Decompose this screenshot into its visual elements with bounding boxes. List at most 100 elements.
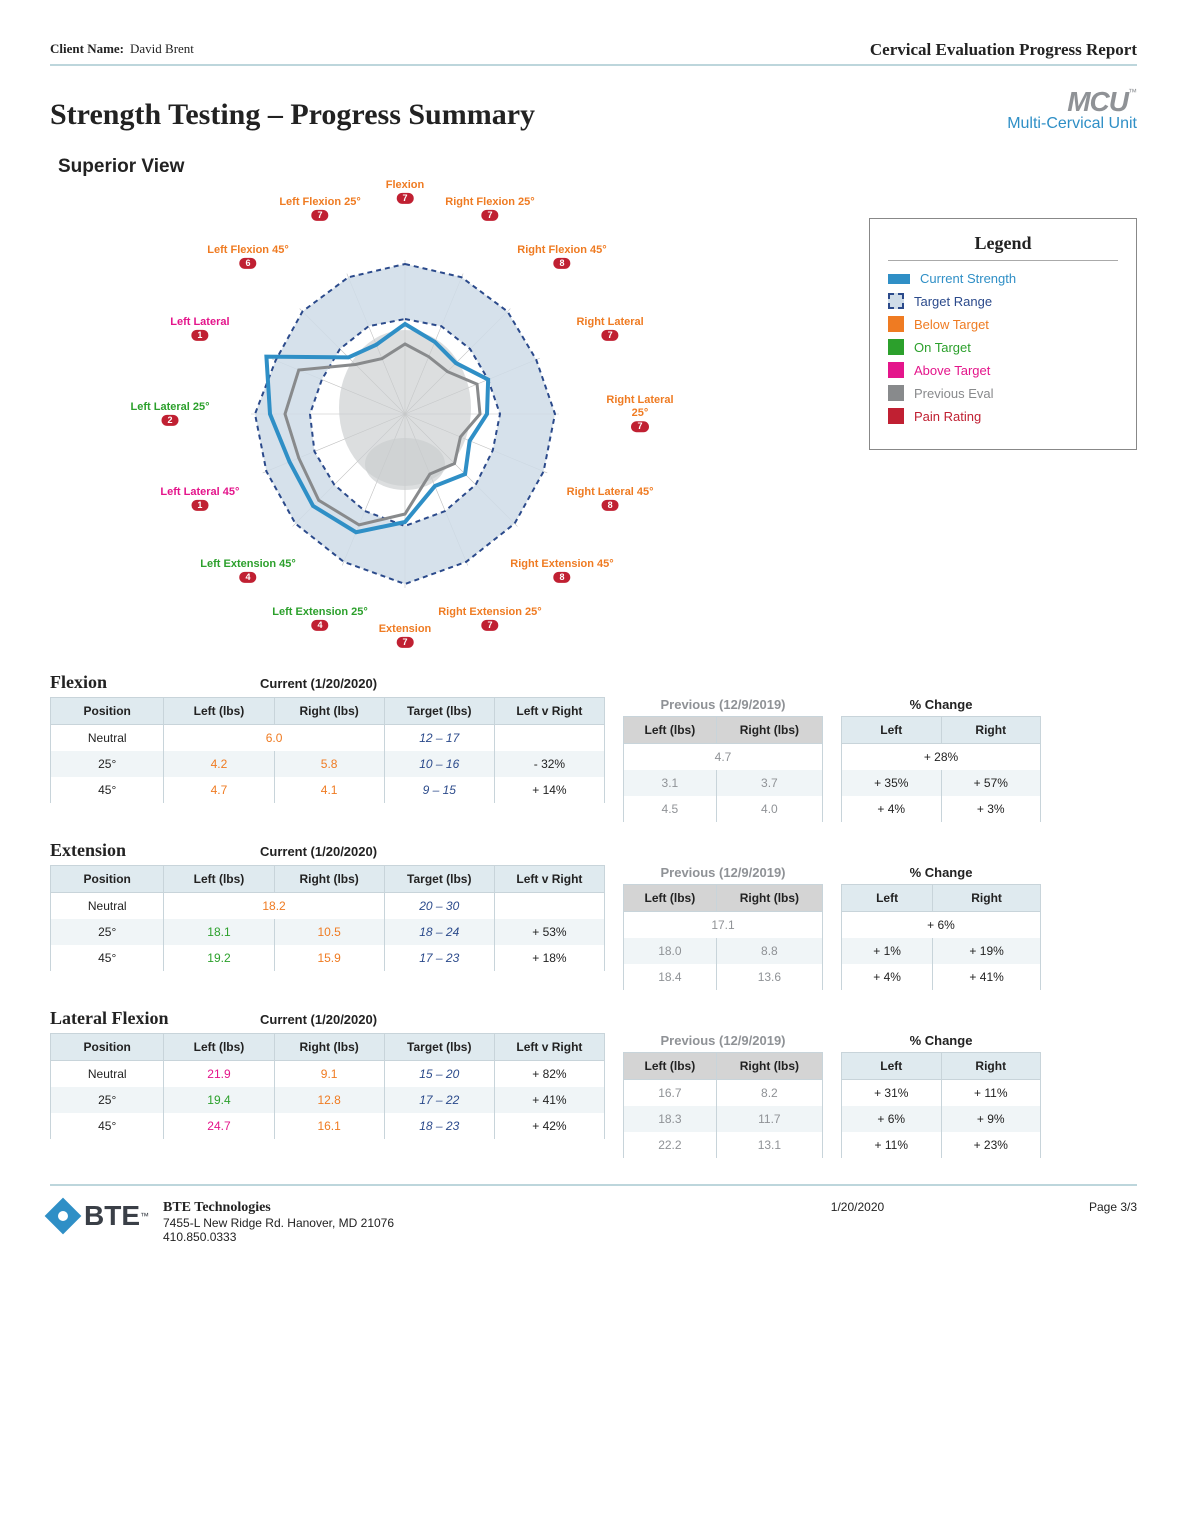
axis-name: Right Extension 45°: [510, 558, 613, 571]
legend-swatch: [888, 408, 904, 424]
legend-label: Target Range: [914, 294, 992, 309]
cell: 24.7: [164, 1113, 274, 1139]
axis-label: Right Flexion 25°7: [445, 196, 534, 222]
cell: 18.4: [624, 964, 717, 990]
axis-label: Right Lateral7: [576, 316, 643, 342]
col-header: Right (lbs): [716, 885, 822, 912]
table-row: + 28%: [842, 744, 1041, 771]
pain-badge: 8: [553, 572, 570, 583]
legend-item: Current Strength: [888, 271, 1118, 286]
cell: 12 – 17: [384, 725, 494, 752]
col-header: Right: [933, 885, 1041, 912]
cell: 18.1: [164, 919, 274, 945]
cell: 10.5: [274, 919, 384, 945]
cell: + 82%: [494, 1061, 604, 1088]
cell: 25°: [51, 1087, 164, 1113]
footer: BTE™ BTE Technologies 7455-L New Ridge R…: [50, 1184, 1137, 1244]
cell: 19.2: [164, 945, 274, 971]
bte-logo: BTE™: [50, 1200, 149, 1232]
change-title: % Change: [841, 865, 1041, 880]
cell: - 32%: [494, 751, 604, 777]
axis-name: Right Flexion 25°: [445, 196, 534, 209]
axis-name: Left Lateral 45°: [160, 486, 239, 499]
col-header: Target (lbs): [384, 1034, 494, 1061]
axis-label: Left Lateral 45°1: [160, 486, 239, 512]
current-table: PositionLeft (lbs)Right (lbs)Target (lbs…: [50, 865, 605, 971]
table-row: 45°24.716.118 – 23+ 42%: [51, 1113, 605, 1139]
client-name: David Brent: [130, 41, 194, 56]
table-row: + 6%: [842, 912, 1041, 939]
footer-company: BTE Technologies 7455-L New Ridge Rd. Ha…: [163, 1200, 626, 1244]
axis-name: Left Flexion 45°: [207, 244, 288, 257]
axis-label: Extension7: [379, 623, 432, 649]
legend-label: Previous Eval: [914, 386, 993, 401]
pain-badge: 7: [481, 620, 498, 631]
cell: 18 – 23: [384, 1113, 494, 1139]
cell: 21.9: [164, 1061, 274, 1088]
cell: + 9%: [941, 1106, 1041, 1132]
section-title: Lateral Flexion: [50, 1008, 200, 1029]
col-header: Left: [842, 717, 942, 744]
col-header: Position: [51, 866, 164, 893]
cell: 13.1: [716, 1132, 822, 1158]
legend-item: Below Target: [888, 316, 1118, 332]
cell: 15.9: [274, 945, 384, 971]
table-row: 16.78.2: [624, 1080, 823, 1107]
cell: 16.1: [274, 1113, 384, 1139]
pain-badge: 4: [240, 572, 257, 583]
table-row: + 31%+ 11%: [842, 1080, 1041, 1107]
cell: + 6%: [842, 912, 1041, 939]
change-title: % Change: [841, 697, 1041, 712]
table-section: Lateral FlexionCurrent (1/20/2020)Positi…: [50, 1008, 1137, 1158]
axis-name: Right Lateral 45°: [567, 486, 654, 499]
change-table: LeftRight+ 28%+ 35%+ 57%+ 4%+ 3%: [841, 716, 1041, 822]
col-header: Left (lbs): [624, 1053, 717, 1080]
axis-label: Flexion7: [386, 179, 425, 205]
cell: 18 – 24: [384, 919, 494, 945]
cell: + 6%: [842, 1106, 942, 1132]
axis-label: Left Lateral 25°2: [131, 401, 210, 427]
view-title: Superior View: [58, 156, 1137, 178]
footer-phone: 410.850.0333: [163, 1230, 236, 1244]
bte-diamond-icon: [45, 1198, 82, 1235]
legend-swatch: [888, 293, 904, 309]
axis-name: Left Flexion 25°: [279, 196, 360, 209]
cell: 18.0: [624, 938, 717, 964]
table-row: 22.213.1: [624, 1132, 823, 1158]
cell: [494, 893, 604, 920]
legend-swatch: [888, 274, 910, 284]
axis-label: Left Lateral1: [170, 316, 229, 342]
col-header: Left (lbs): [624, 717, 717, 744]
table-row: Neutral21.99.115 – 20+ 82%: [51, 1061, 605, 1088]
pain-badge: 7: [396, 637, 413, 648]
legend-swatch: [888, 316, 904, 332]
pain-badge: 4: [312, 620, 329, 631]
table-row: 25°4.25.810 – 16- 32%: [51, 751, 605, 777]
col-header: Position: [51, 698, 164, 725]
pain-badge: 7: [602, 330, 619, 341]
top-bar: Client Name: David Brent Cervical Evalua…: [50, 40, 1137, 66]
table-section: ExtensionCurrent (1/20/2020)PositionLeft…: [50, 840, 1137, 990]
table-row: 4.7: [624, 744, 823, 771]
cell: 15 – 20: [384, 1061, 494, 1088]
cell: 4.7: [164, 777, 274, 803]
header-row: Strength Testing – Progress Summary MCU™…: [50, 88, 1137, 156]
axis-name: Right Flexion 45°: [517, 244, 606, 257]
col-header: Right: [941, 717, 1041, 744]
cell: + 19%: [933, 938, 1041, 964]
chart-area: Flexion7Right Flexion 25°7Right Flexion …: [50, 184, 1137, 654]
axis-label: Right Extension 25°7: [438, 606, 541, 632]
cell: 25°: [51, 919, 164, 945]
axis-name: Left Lateral: [170, 316, 229, 329]
cell: 8.8: [716, 938, 822, 964]
bte-tm: ™: [140, 1211, 149, 1221]
change-table: LeftRight+ 6%+ 1%+ 19%+ 4%+ 41%: [841, 884, 1041, 990]
pain-badge: 1: [191, 500, 208, 511]
col-header: Left v Right: [494, 698, 604, 725]
cell: 9.1: [274, 1061, 384, 1088]
pain-badge: 7: [312, 210, 329, 221]
cell: 16.7: [624, 1080, 717, 1107]
axis-name: Extension: [379, 623, 432, 636]
axis-name: Left Extension 25°: [272, 606, 367, 619]
legend-label: Below Target: [914, 317, 989, 332]
